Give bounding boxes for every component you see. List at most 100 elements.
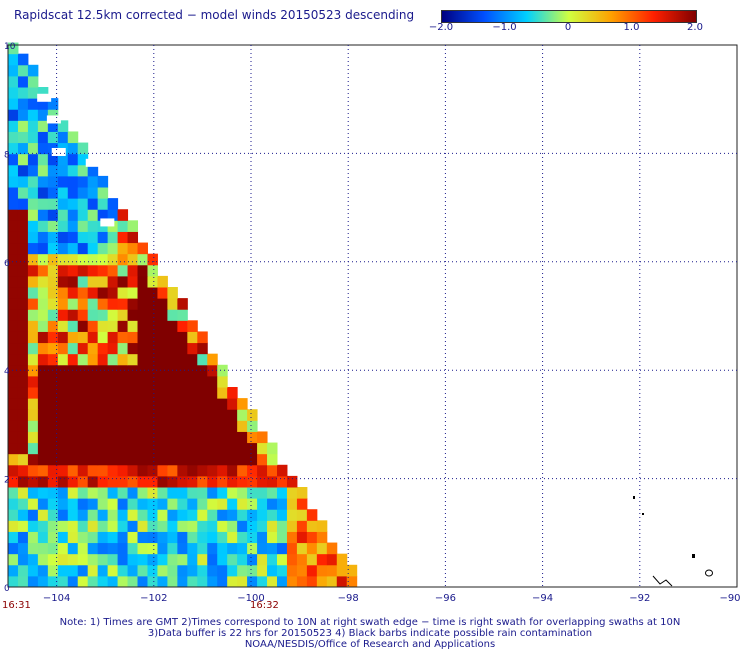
heatmap-cell: [27, 364, 39, 377]
heatmap-cell: [37, 375, 49, 388]
heatmap-cell: [47, 564, 59, 577]
heatmap-cell: [257, 564, 268, 577]
heatmap-cell: [87, 242, 99, 255]
heatmap-cell: [227, 398, 238, 410]
heatmap-cell: [37, 131, 49, 144]
heatmap-cell: [267, 520, 278, 532]
heatmap-cell: [217, 431, 228, 444]
heatmap-cell: [27, 498, 39, 510]
heatmap-cell: [107, 242, 119, 255]
heatmap-cell: [187, 442, 198, 455]
heatmap-cell: [157, 420, 168, 432]
x-tick-label: −104: [43, 593, 70, 604]
heatmap-cell: [157, 353, 168, 366]
heatmap-cell: [37, 453, 49, 466]
heatmap-cell: [227, 464, 238, 477]
heatmap-cell: [177, 542, 188, 555]
heatmap-cell: [77, 220, 89, 232]
heatmap-cell: [57, 164, 69, 177]
heatmap-cell: [127, 509, 139, 521]
heatmap-cell: [227, 431, 238, 444]
heatmap-cell: [47, 487, 59, 499]
heatmap-cell: [17, 253, 29, 266]
heatmap-cell: [257, 575, 268, 588]
heatmap-cell: [127, 242, 139, 255]
heatmap-cell: [167, 509, 178, 521]
heatmap-cell: [57, 187, 69, 199]
heatmap-cell: [137, 298, 148, 310]
heatmap-cell: [77, 509, 89, 521]
heatmap-cell: [306, 575, 318, 588]
heatmap-cell: [217, 553, 228, 566]
heatmap-cell: [27, 375, 39, 388]
heatmap-cell: [277, 487, 288, 499]
heatmap-cell: [8, 375, 19, 388]
heatmap-cell: [27, 64, 39, 77]
heatmap-cell: [17, 531, 29, 544]
heatmap-cell: [47, 153, 59, 166]
heatmap-cell: [17, 198, 29, 210]
heatmap-cell: [177, 431, 188, 444]
heatmap-cell: [157, 475, 168, 488]
heatmap-cell: [157, 531, 168, 544]
heatmap-cell: [47, 453, 59, 466]
heatmap-cell: [47, 231, 59, 244]
data-gap: [37, 93, 52, 102]
heatmap-cell: [217, 498, 228, 510]
heatmap-cell: [336, 564, 348, 577]
heatmap-cell: [47, 464, 59, 477]
heatmap-cell: [197, 387, 208, 399]
heatmap-cell: [107, 253, 119, 266]
heatmap-cell: [227, 498, 238, 510]
heatmap-cell: [127, 342, 139, 355]
heatmap-cell: [8, 575, 19, 588]
heatmap-cell: [217, 509, 228, 521]
heatmap-cell: [157, 409, 168, 421]
heatmap-cell: [8, 131, 19, 144]
heatmap-cell: [277, 464, 288, 477]
heatmap-cell: [147, 475, 158, 488]
heatmap-cell: [267, 531, 278, 544]
heatmap-cell: [187, 431, 198, 444]
heatmap-cell: [87, 309, 99, 321]
heatmap-cell: [137, 509, 148, 521]
heatmap-cell: [137, 364, 148, 377]
heatmap-cell: [27, 275, 39, 288]
heatmap-cell: [47, 320, 59, 332]
heatmap-cell: [47, 175, 59, 188]
heatmap-cell: [57, 253, 69, 266]
heatmap-cell: [197, 564, 208, 577]
heatmap-cell: [217, 542, 228, 555]
heatmap-cell: [247, 487, 258, 499]
heatmap-cell: [117, 231, 129, 244]
heatmap-cell: [17, 442, 29, 455]
heatmap-cell: [296, 531, 308, 544]
heatmap-cell: [107, 231, 119, 244]
heatmap-cell: [97, 342, 109, 355]
heatmap-cell: [306, 542, 318, 555]
heatmap-cell: [17, 398, 29, 410]
heatmap-cell: [127, 564, 139, 577]
heatmap-cell: [47, 431, 59, 444]
heatmap-cell: [67, 453, 79, 466]
heatmap-cell: [8, 120, 19, 132]
heatmap-cell: [37, 364, 49, 377]
heatmap-cell: [217, 442, 228, 455]
heatmap-cell: [127, 264, 139, 277]
heatmap-cell: [147, 264, 158, 277]
heatmap-cell: [157, 331, 168, 344]
heatmap-cell: [277, 509, 288, 521]
heatmap-cell: [227, 509, 238, 521]
colorbar-tick-label: 1.0: [623, 22, 640, 33]
heatmap-cell: [296, 498, 308, 510]
heatmap-cell: [207, 542, 218, 555]
heatmap-cell: [27, 420, 39, 432]
heatmap-cell: [157, 342, 168, 355]
heatmap-cell: [137, 409, 148, 421]
heatmap-cell: [77, 464, 89, 477]
heatmap-cell: [47, 98, 59, 110]
heatmap-cell: [107, 320, 119, 332]
heatmap-cell: [47, 309, 59, 321]
heatmap-cell: [47, 209, 59, 221]
heatmap-cell: [8, 153, 19, 166]
